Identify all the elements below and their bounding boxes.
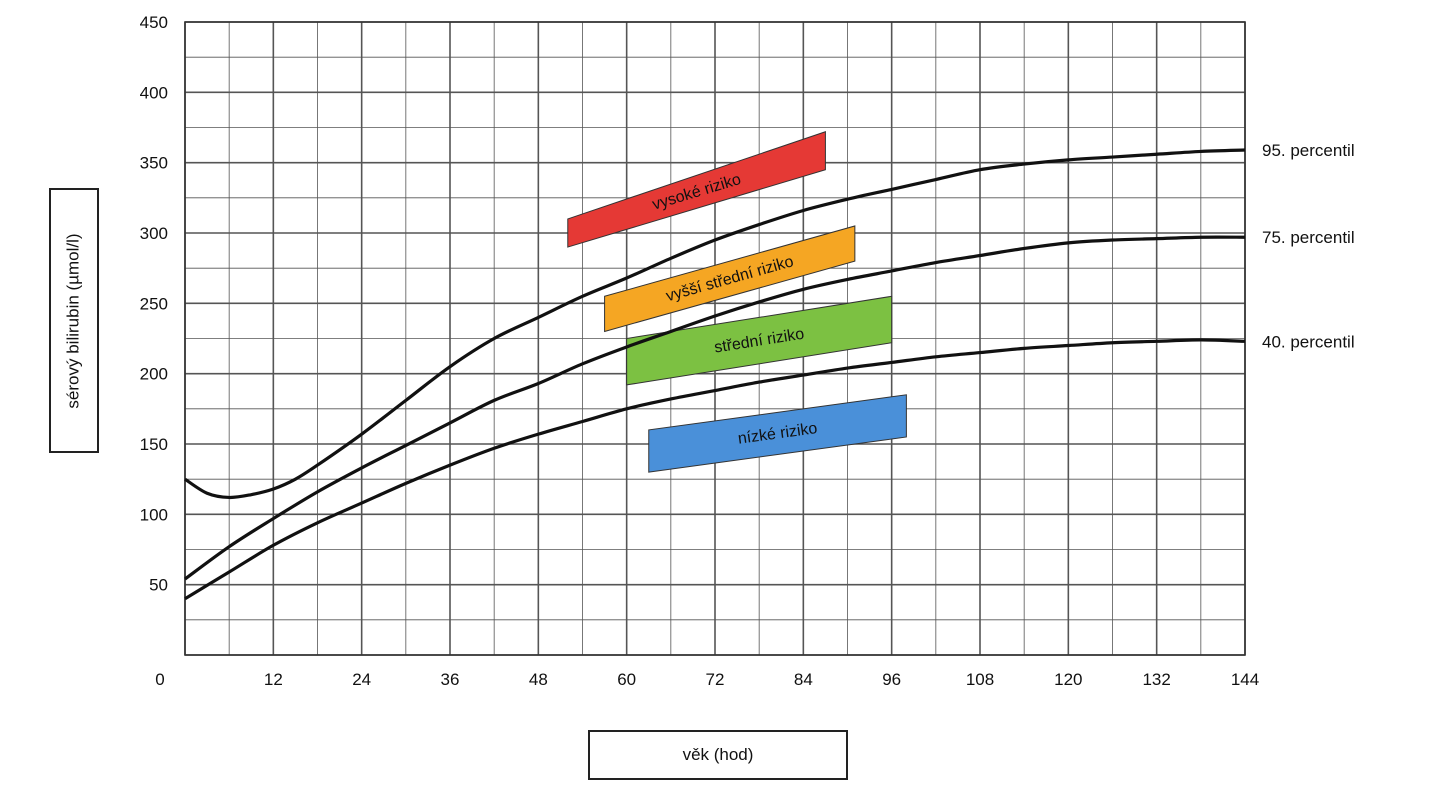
x-tick-label: 36	[441, 670, 460, 689]
x-tick-label: 96	[882, 670, 901, 689]
y-tick-label: 250	[140, 294, 168, 313]
y-tick-label: 200	[140, 365, 168, 384]
y-tick-label: 450	[140, 13, 168, 32]
x-tick-label: 84	[794, 670, 813, 689]
series-labels: 95. percentil 75. percentil 40. percentil	[1262, 141, 1355, 351]
percentile-line	[184, 235, 1246, 581]
x-tick-label: 120	[1054, 670, 1082, 689]
x-tick-label: 72	[706, 670, 725, 689]
y-tick-label: 100	[140, 505, 168, 524]
series-label: 95. percentil	[1262, 141, 1355, 160]
y-tick-label: 350	[140, 154, 168, 173]
risk-band	[604, 225, 856, 333]
y-tick-label: 50	[149, 576, 168, 595]
x-tick-label: 132	[1142, 670, 1170, 689]
origin-label: 0	[155, 670, 164, 689]
y-axis-label-box: sérový bilirubin (µmol/l)	[49, 188, 99, 453]
x-tick-label: 24	[352, 670, 371, 689]
percentile-lines	[184, 148, 1246, 601]
risk-band	[567, 131, 826, 248]
x-axis-label: věk (hod)	[682, 745, 754, 764]
risk-band	[648, 394, 907, 473]
percentile-line	[184, 148, 1246, 500]
series-label: 40. percentil	[1262, 332, 1355, 351]
y-tick-label: 400	[140, 83, 168, 102]
x-axis-label-box: věk (hod)	[588, 730, 848, 780]
x-tick-label: 48	[529, 670, 548, 689]
y-tick-label: 300	[140, 224, 168, 243]
series-label: 75. percentil	[1262, 228, 1355, 247]
risk-band	[626, 295, 893, 386]
y-tick-label: 150	[140, 435, 168, 454]
x-tick-label: 144	[1231, 670, 1259, 689]
x-tick-label: 108	[966, 670, 994, 689]
tick-labels: 12 24 36 48 60 72 84 96 108 120 132 144 50 100 150 200 2…	[140, 13, 1260, 689]
x-tick-label: 60	[617, 670, 636, 689]
plot-frame	[184, 21, 1246, 656]
percentile-line	[184, 338, 1246, 601]
y-axis-label: sérový bilirubin (µmol/l)	[64, 232, 83, 409]
x-tick-label: 12	[264, 670, 283, 689]
